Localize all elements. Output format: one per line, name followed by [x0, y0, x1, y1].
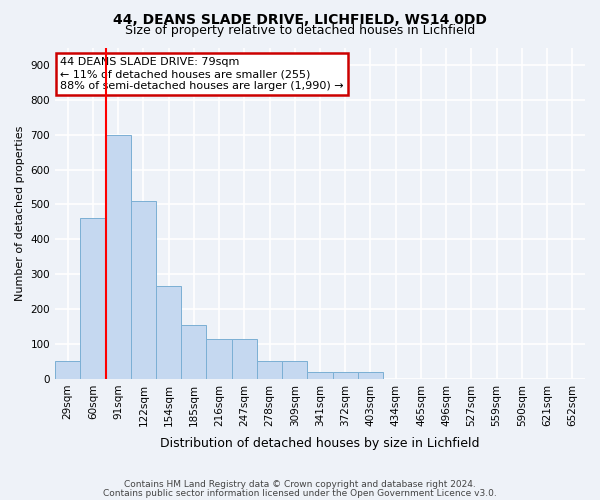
Bar [55, 362, 80, 379]
Bar [257, 362, 282, 379]
Bar [80, 218, 106, 379]
Text: Contains HM Land Registry data © Crown copyright and database right 2024.: Contains HM Land Registry data © Crown c… [124, 480, 476, 489]
Bar [206, 339, 232, 379]
Bar [131, 201, 156, 379]
X-axis label: Distribution of detached houses by size in Lichfield: Distribution of detached houses by size … [160, 437, 480, 450]
Bar [282, 362, 307, 379]
Text: 44 DEANS SLADE DRIVE: 79sqm
← 11% of detached houses are smaller (255)
88% of se: 44 DEANS SLADE DRIVE: 79sqm ← 11% of det… [61, 58, 344, 90]
Bar [232, 339, 257, 379]
Text: 44, DEANS SLADE DRIVE, LICHFIELD, WS14 0DD: 44, DEANS SLADE DRIVE, LICHFIELD, WS14 0… [113, 12, 487, 26]
Bar [106, 134, 131, 379]
Text: Contains public sector information licensed under the Open Government Licence v3: Contains public sector information licen… [103, 488, 497, 498]
Bar [358, 372, 383, 379]
Bar [181, 325, 206, 379]
Bar [332, 372, 358, 379]
Text: Size of property relative to detached houses in Lichfield: Size of property relative to detached ho… [125, 24, 475, 37]
Bar [156, 286, 181, 379]
Y-axis label: Number of detached properties: Number of detached properties [15, 126, 25, 301]
Bar [307, 372, 332, 379]
